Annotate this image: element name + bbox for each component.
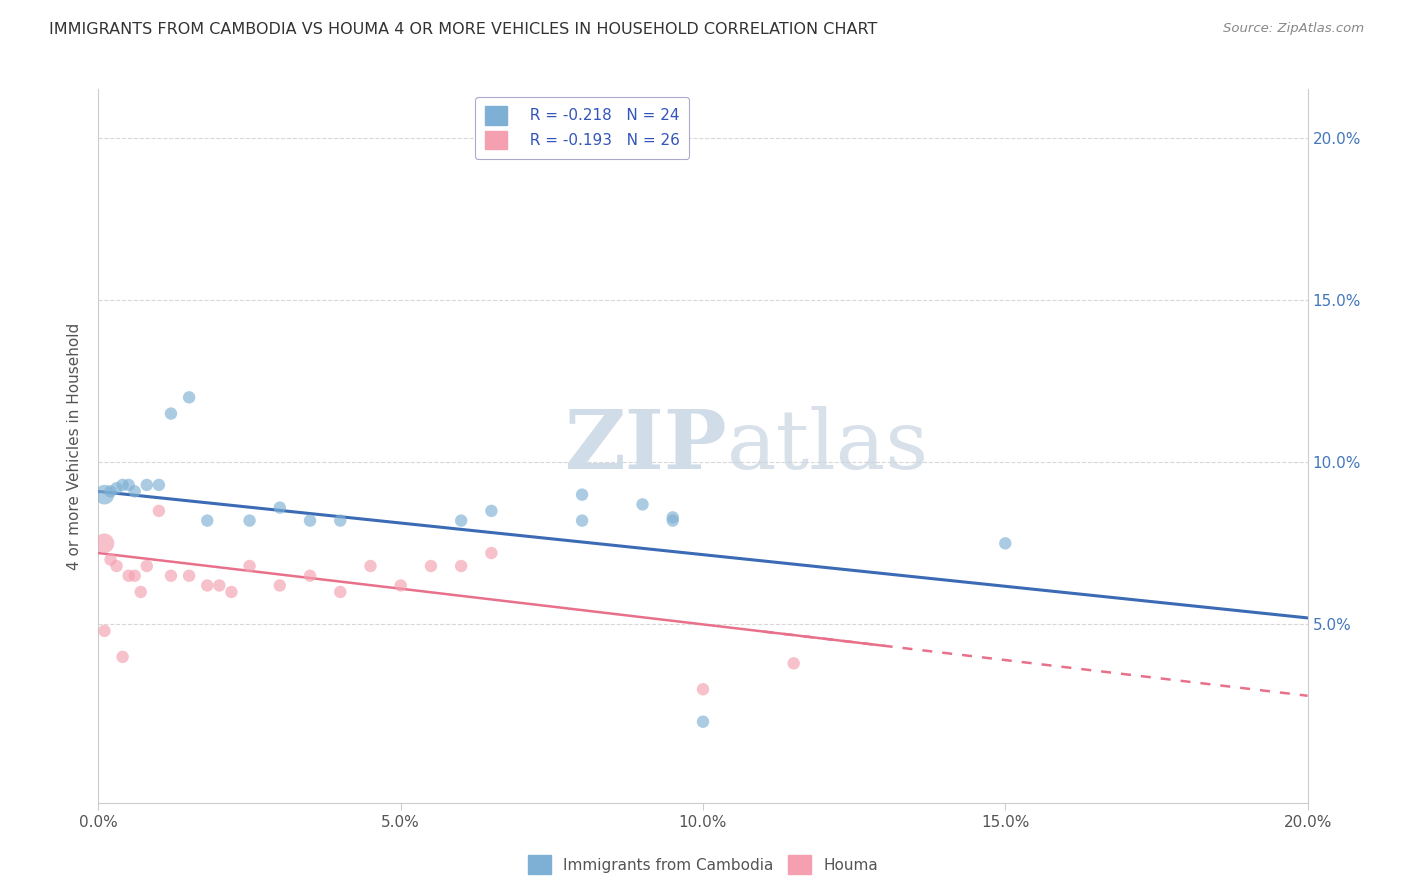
- Point: [135, 559, 157, 574]
- Point: [105, 559, 128, 574]
- Point: [118, 478, 141, 492]
- Point: [631, 497, 654, 511]
- Text: Source: ZipAtlas.com: Source: ZipAtlas.com: [1223, 22, 1364, 36]
- Point: [481, 546, 503, 560]
- Point: [994, 536, 1017, 550]
- Point: [450, 514, 472, 528]
- Point: [179, 568, 201, 582]
- Point: [269, 500, 291, 515]
- Point: [269, 578, 291, 592]
- Point: [221, 585, 243, 599]
- Point: [118, 568, 141, 582]
- Point: [195, 578, 218, 592]
- Point: [299, 514, 322, 528]
- Point: [481, 504, 503, 518]
- Point: [111, 649, 134, 664]
- Point: [208, 578, 231, 592]
- Point: [661, 510, 683, 524]
- Point: [450, 559, 472, 574]
- Point: [148, 478, 170, 492]
- Legend: Immigrants from Cambodia, Houma: Immigrants from Cambodia, Houma: [522, 849, 884, 880]
- Point: [160, 568, 183, 582]
- Point: [239, 559, 262, 574]
- Point: [124, 568, 146, 582]
- Point: [692, 682, 714, 697]
- Point: [160, 407, 183, 421]
- Point: [329, 585, 352, 599]
- Point: [100, 484, 122, 499]
- Text: ZIP: ZIP: [565, 406, 727, 486]
- Point: [105, 481, 128, 495]
- Point: [195, 514, 218, 528]
- Point: [661, 514, 683, 528]
- Point: [93, 488, 115, 502]
- Point: [93, 536, 115, 550]
- Point: [783, 657, 806, 671]
- Point: [124, 484, 146, 499]
- Point: [299, 568, 322, 582]
- Point: [93, 624, 115, 638]
- Legend:   R = -0.218   N = 24,   R = -0.193   N = 26: R = -0.218 N = 24, R = -0.193 N = 26: [475, 97, 689, 159]
- Point: [692, 714, 714, 729]
- Point: [148, 504, 170, 518]
- Point: [571, 488, 593, 502]
- Point: [389, 578, 412, 592]
- Point: [329, 514, 352, 528]
- Point: [239, 514, 262, 528]
- Point: [571, 514, 593, 528]
- Text: IMMIGRANTS FROM CAMBODIA VS HOUMA 4 OR MORE VEHICLES IN HOUSEHOLD CORRELATION CH: IMMIGRANTS FROM CAMBODIA VS HOUMA 4 OR M…: [49, 22, 877, 37]
- Point: [129, 585, 152, 599]
- Point: [100, 552, 122, 566]
- Point: [135, 478, 157, 492]
- Y-axis label: 4 or more Vehicles in Household: 4 or more Vehicles in Household: [67, 322, 83, 570]
- Point: [111, 478, 134, 492]
- Point: [420, 559, 443, 574]
- Point: [360, 559, 382, 574]
- Text: atlas: atlas: [727, 406, 929, 486]
- Point: [179, 390, 201, 404]
